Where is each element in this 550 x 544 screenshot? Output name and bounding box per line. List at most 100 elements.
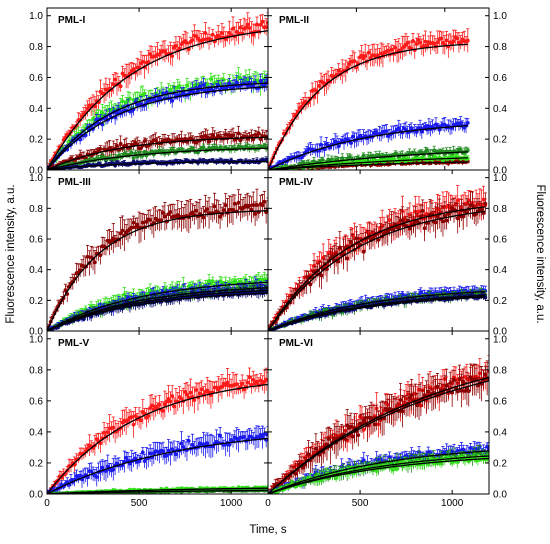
data-point: [201, 145, 206, 150]
data-point: [352, 59, 357, 64]
data-point: [129, 150, 134, 155]
data-point: [118, 84, 123, 89]
series-red: [268, 28, 470, 170]
data-point: [210, 132, 215, 137]
data-point: [255, 203, 259, 207]
data-point: [194, 208, 199, 213]
data-point: [148, 52, 153, 56]
data-point: [251, 32, 256, 37]
data-point: [349, 141, 353, 145]
data-point: [92, 260, 97, 265]
data-point: [140, 220, 145, 225]
data-point: [129, 225, 134, 230]
data-point: [197, 84, 202, 89]
fit-curve-blue: [268, 124, 468, 170]
data-point: [201, 215, 206, 220]
fit-curve-red: [268, 43, 468, 170]
data-point: [127, 96, 132, 101]
data-point: [221, 78, 226, 82]
data-point: [319, 142, 323, 147]
data-point: [115, 144, 119, 148]
data-point: [142, 139, 147, 143]
data-point: [350, 134, 355, 139]
data-point: [223, 132, 228, 137]
data-point: [162, 214, 167, 219]
data-point: [94, 112, 99, 116]
data-point: [140, 59, 145, 64]
data-point: [98, 147, 103, 151]
data-point: [396, 126, 401, 131]
data-point: [234, 80, 239, 85]
data-point: [113, 77, 118, 82]
panel-3-plot-area: [47, 188, 268, 331]
data-point: [244, 25, 248, 30]
fit-curve-dark_green: [268, 151, 468, 170]
data-point: [223, 203, 228, 208]
data-point: [421, 43, 426, 48]
y-tick-label: 0.2: [29, 135, 43, 146]
data-point: [258, 22, 263, 27]
data-point: [170, 54, 175, 58]
panel-title: PML-I: [58, 15, 85, 26]
data-point: [100, 110, 105, 115]
fit-curve-blue: [47, 86, 268, 170]
data-point: [210, 32, 215, 37]
data-point: [221, 208, 226, 212]
data-point: [207, 139, 211, 144]
data-point: [310, 88, 315, 93]
data-point: [111, 236, 116, 241]
data-point: [231, 133, 235, 138]
data-point: [236, 31, 241, 36]
y-tick-label: 0.0: [493, 166, 507, 177]
y-tick-label: 1.0: [493, 11, 507, 22]
series-dark_red: [47, 188, 268, 331]
data-point: [120, 99, 125, 104]
data-point: [458, 40, 463, 45]
data-point: [131, 67, 136, 71]
data-point: [107, 146, 112, 151]
data-point: [231, 208, 235, 212]
data-point: [345, 65, 350, 70]
data-point: [455, 36, 460, 41]
data-point: [118, 231, 123, 236]
data-point: [139, 146, 143, 151]
y-tick-label: 0.8: [493, 42, 507, 53]
panel-1: PML-I 0.0 0.2 0.4 0.6 0.8 1.0: [29, 7, 269, 177]
data-point: [168, 210, 173, 214]
data-point: [174, 43, 178, 48]
panel-2: PML-II 0.0 0.2 0.4 0.6 0.8 1.0: [267, 7, 507, 177]
y-tick-label: 0.0: [29, 166, 43, 177]
data-point: [199, 134, 204, 139]
panel-2-plot-area: [268, 28, 470, 170]
data-point: [251, 137, 256, 142]
data-point: [209, 77, 213, 81]
data-point: [177, 46, 182, 51]
y-tick-label: 0.6: [29, 73, 43, 84]
y-tick-label: 0.8: [29, 42, 43, 53]
data-point: [120, 228, 125, 233]
data-point: [414, 42, 419, 46]
data-point: [201, 37, 206, 42]
data-point: [251, 203, 256, 207]
data-point: [133, 225, 138, 230]
data-point: [63, 288, 68, 293]
data-point: [238, 25, 243, 30]
data-point: [201, 83, 206, 87]
data-point: [111, 82, 116, 87]
data-point: [218, 214, 223, 219]
data-point: [320, 80, 325, 85]
data-point: [435, 40, 440, 45]
fit-curve-light_green: [47, 82, 268, 170]
data-point: [159, 218, 164, 223]
data-point: [162, 49, 167, 54]
data-point: [264, 25, 268, 29]
panel-title: PML-II: [279, 15, 309, 26]
data-point: [148, 288, 153, 293]
data-point: [451, 39, 456, 44]
data-point: [442, 122, 447, 127]
data-point: [175, 213, 180, 217]
data-point: [236, 200, 241, 205]
data-point: [118, 104, 123, 109]
data-point: [255, 22, 259, 27]
data-point: [336, 144, 341, 149]
